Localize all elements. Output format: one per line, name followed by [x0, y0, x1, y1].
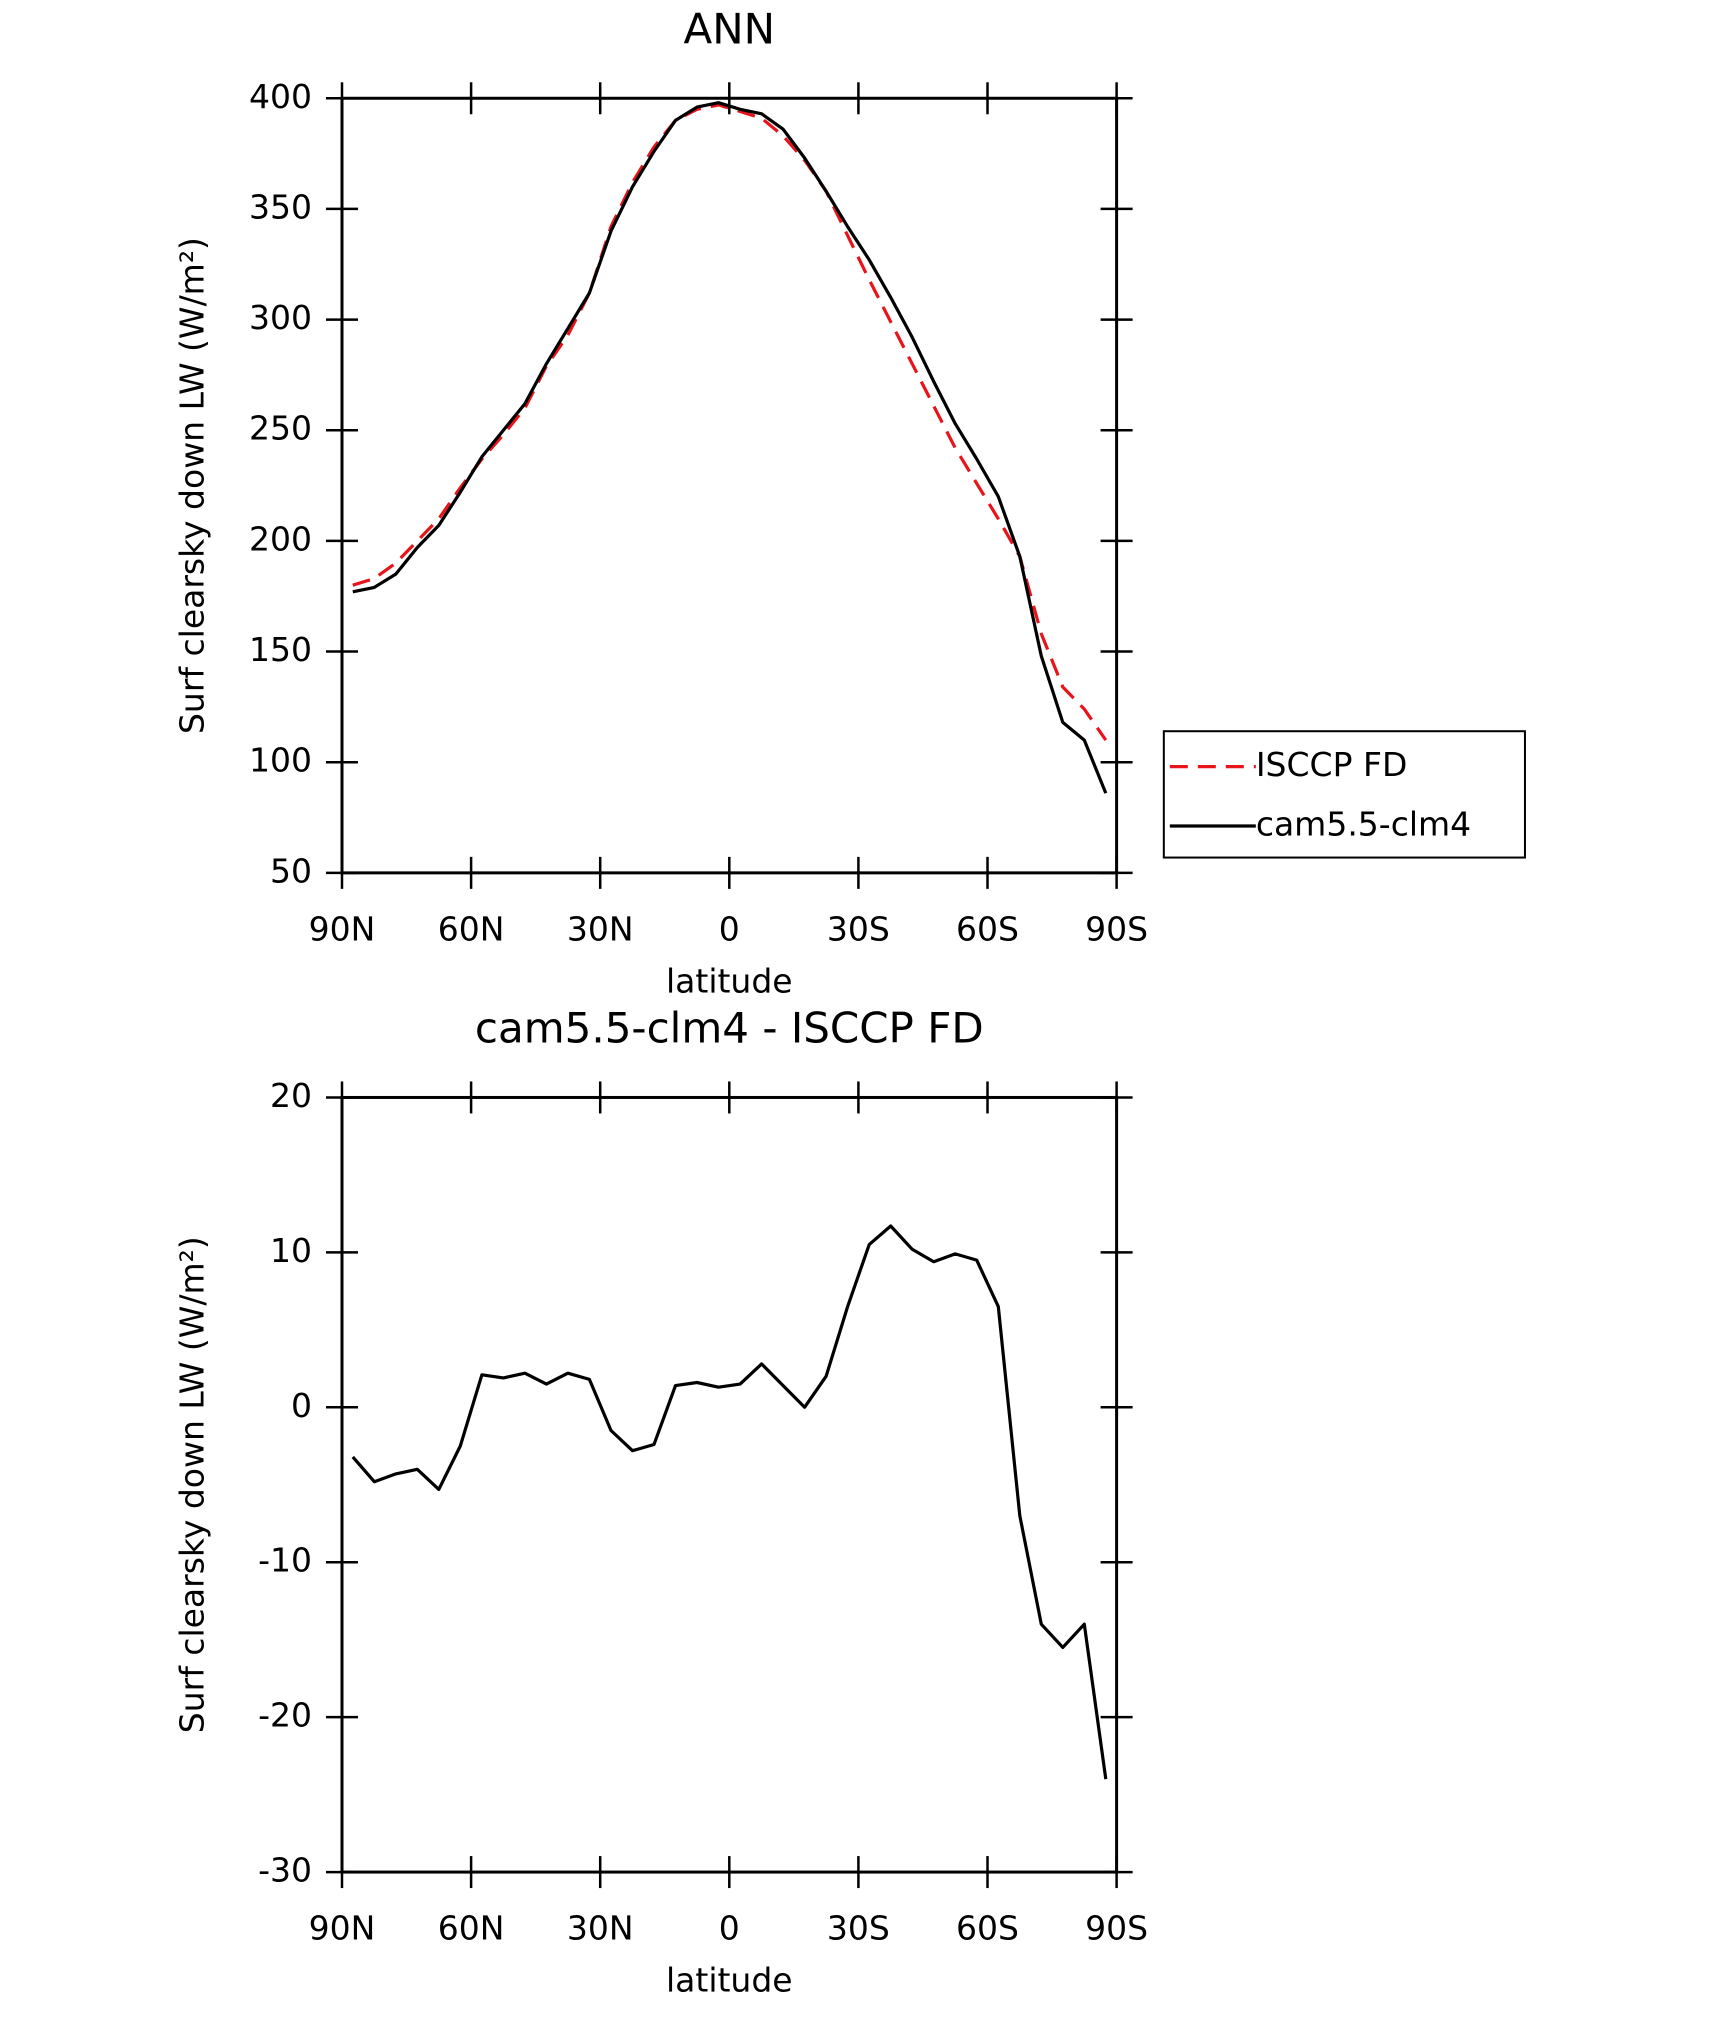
x-tick-label: 0 — [719, 1909, 740, 1948]
x-tick-label: 60S — [956, 909, 1019, 948]
plot-frame — [340, 1095, 1119, 1874]
y-tick-label: 20 — [270, 1076, 312, 1115]
x-tick-label: 60S — [956, 1909, 1019, 1948]
y-tick-label: -30 — [258, 1851, 312, 1890]
y-tick-label: 0 — [291, 1386, 312, 1425]
y-tick-label: 10 — [270, 1231, 312, 1270]
y-tick-label: 200 — [249, 519, 312, 558]
x-tick-label: 90S — [1085, 909, 1148, 948]
y-tick-label: 300 — [249, 298, 312, 337]
legend-box — [1162, 730, 1526, 859]
x-tick-label: 90S — [1085, 1909, 1148, 1948]
x-tick-label: 90N — [309, 909, 376, 948]
x-tick-label: 30N — [567, 1909, 634, 1948]
x-axis-label: latitude — [666, 1961, 793, 2000]
legend-label: cam5.5-clm4 — [1256, 804, 1471, 843]
chart-title: ANN — [684, 4, 776, 53]
chart-title: cam5.5-clm4 - ISCCP FD — [475, 1004, 984, 1053]
plot-frame — [340, 96, 1119, 875]
legend-label: ISCCP FD — [1256, 745, 1408, 784]
x-tick-label: 30S — [827, 1909, 890, 1948]
data-line — [352, 103, 1108, 742]
y-tick-label: -20 — [258, 1696, 312, 1735]
x-tick-label: 90N — [309, 1909, 376, 1948]
y-axis-label: Surf clearsky down LW (W/m²) — [172, 1236, 211, 1733]
x-tick-label: 30S — [827, 909, 890, 948]
y-tick-label: 150 — [249, 630, 312, 669]
y-tick-label: 250 — [249, 409, 312, 448]
x-tick-label: 60N — [438, 1909, 505, 1948]
y-tick-label: 50 — [270, 851, 312, 890]
x-axis-label: latitude — [666, 961, 793, 1000]
data-line — [352, 101, 1108, 794]
x-tick-label: 30N — [567, 909, 634, 948]
y-tick-label: 100 — [249, 741, 312, 780]
y-axis-label: Surf clearsky down LW (W/m²) — [172, 237, 211, 734]
y-tick-label: -10 — [258, 1541, 312, 1580]
x-tick-label: 0 — [719, 909, 740, 948]
x-tick-label: 60N — [438, 909, 505, 948]
y-tick-label: 400 — [249, 77, 312, 116]
y-tick-label: 350 — [249, 187, 312, 226]
data-line — [351, 1224, 1108, 1780]
